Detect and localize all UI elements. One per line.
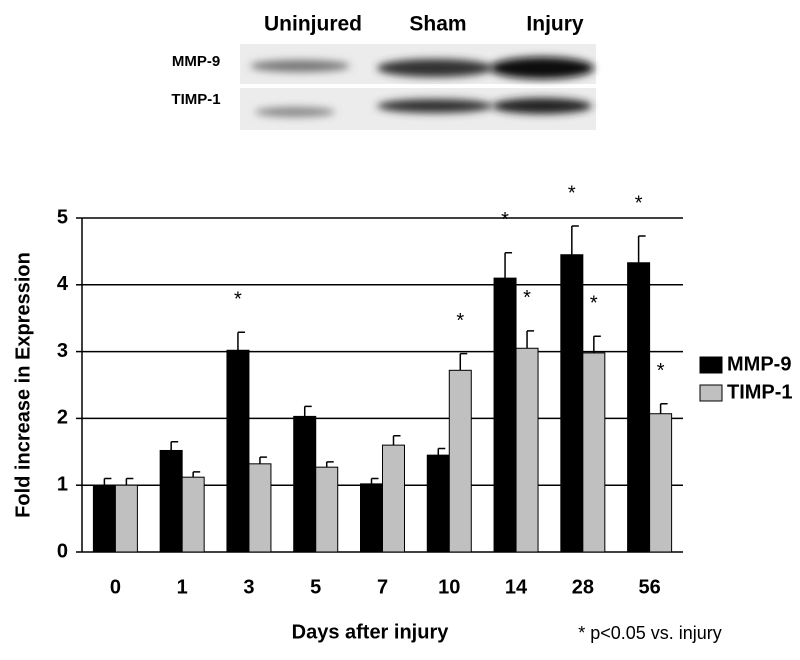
- bar: [582, 352, 606, 553]
- error-bar: [526, 330, 535, 349]
- error-bar: [103, 477, 112, 486]
- significance-marker: *: [568, 182, 576, 204]
- y-tick-label: 0: [57, 540, 68, 562]
- error-bar: [659, 402, 668, 414]
- error-bar: [504, 251, 513, 279]
- legend-label: MMP-9: [727, 353, 791, 375]
- band: [492, 98, 592, 114]
- x-tick-label: 5: [310, 576, 321, 598]
- x-tick-label: 56: [638, 576, 660, 598]
- bar: [248, 463, 272, 553]
- bar: [382, 444, 405, 553]
- bar: [181, 476, 205, 553]
- bar: [426, 454, 450, 553]
- significance-marker: *: [523, 287, 531, 309]
- band: [377, 99, 493, 113]
- bar: [649, 413, 673, 553]
- error-bar: [392, 435, 401, 446]
- bar: [360, 483, 383, 553]
- band: [255, 107, 335, 117]
- error-bar: [437, 447, 446, 456]
- bar: [560, 254, 584, 553]
- x-tick-label: 10: [438, 576, 460, 598]
- bar: [493, 277, 517, 553]
- blot-row-label: MMP-9: [172, 53, 220, 70]
- blot-row-label: TIMP-1: [171, 91, 220, 108]
- y-tick-label: 2: [57, 407, 68, 429]
- error-bar: [237, 331, 245, 351]
- error-bar: [192, 471, 201, 478]
- significance-marker: *: [456, 310, 464, 332]
- bar: [226, 349, 250, 553]
- error-bar: [593, 335, 601, 353]
- x-tick-label: 28: [572, 576, 594, 598]
- bar: [92, 484, 116, 553]
- bar: [315, 466, 339, 553]
- bar: [293, 415, 317, 553]
- error-bar: [459, 352, 468, 371]
- significance-marker: *: [501, 209, 509, 231]
- significance-marker: *: [234, 289, 242, 311]
- error-bar: [259, 456, 267, 464]
- error-bar: [571, 225, 579, 255]
- y-axis-title: Fold increase in Expression: [12, 252, 34, 518]
- x-tick-label: 14: [505, 576, 528, 598]
- significance-marker: *: [657, 360, 665, 382]
- error-bar: [370, 477, 379, 484]
- y-tick-label: 1: [57, 473, 68, 495]
- bar: [114, 484, 138, 553]
- x-tick-label: 3: [243, 576, 254, 598]
- error-bar: [303, 405, 312, 417]
- bar: [448, 369, 472, 553]
- y-tick-label: 4: [57, 273, 69, 295]
- y-tick-label: 5: [57, 206, 68, 228]
- blot-column-label: Sham: [409, 13, 466, 36]
- x-tick-label: 1: [177, 576, 188, 598]
- legend-swatch: [699, 384, 723, 402]
- x-tick-label: 7: [377, 576, 388, 598]
- bar: [627, 262, 651, 553]
- y-tick-label: 3: [57, 340, 68, 362]
- band: [490, 57, 594, 79]
- error-bar: [170, 441, 179, 451]
- significance-marker: *: [635, 192, 643, 214]
- error-bar: [637, 235, 646, 263]
- band: [250, 60, 350, 72]
- x-tick-label: 0: [110, 576, 121, 598]
- footnote: * p<0.05 vs. injury: [578, 623, 722, 643]
- blot-column-label: Uninjured: [264, 13, 362, 36]
- bar: [515, 347, 539, 553]
- band: [377, 59, 493, 77]
- x-axis-title: Days after injury: [292, 621, 450, 643]
- significance-marker: *: [590, 293, 598, 315]
- legend-label: TIMP-1: [727, 381, 793, 403]
- western-blot: Uninjured Sham Injury MMP-9 TIMP-1: [171, 13, 596, 130]
- blot-column-label: Injury: [526, 13, 583, 36]
- error-bar: [125, 477, 134, 486]
- legend-swatch: [699, 356, 723, 374]
- bar: [159, 449, 183, 553]
- error-bar: [325, 461, 334, 468]
